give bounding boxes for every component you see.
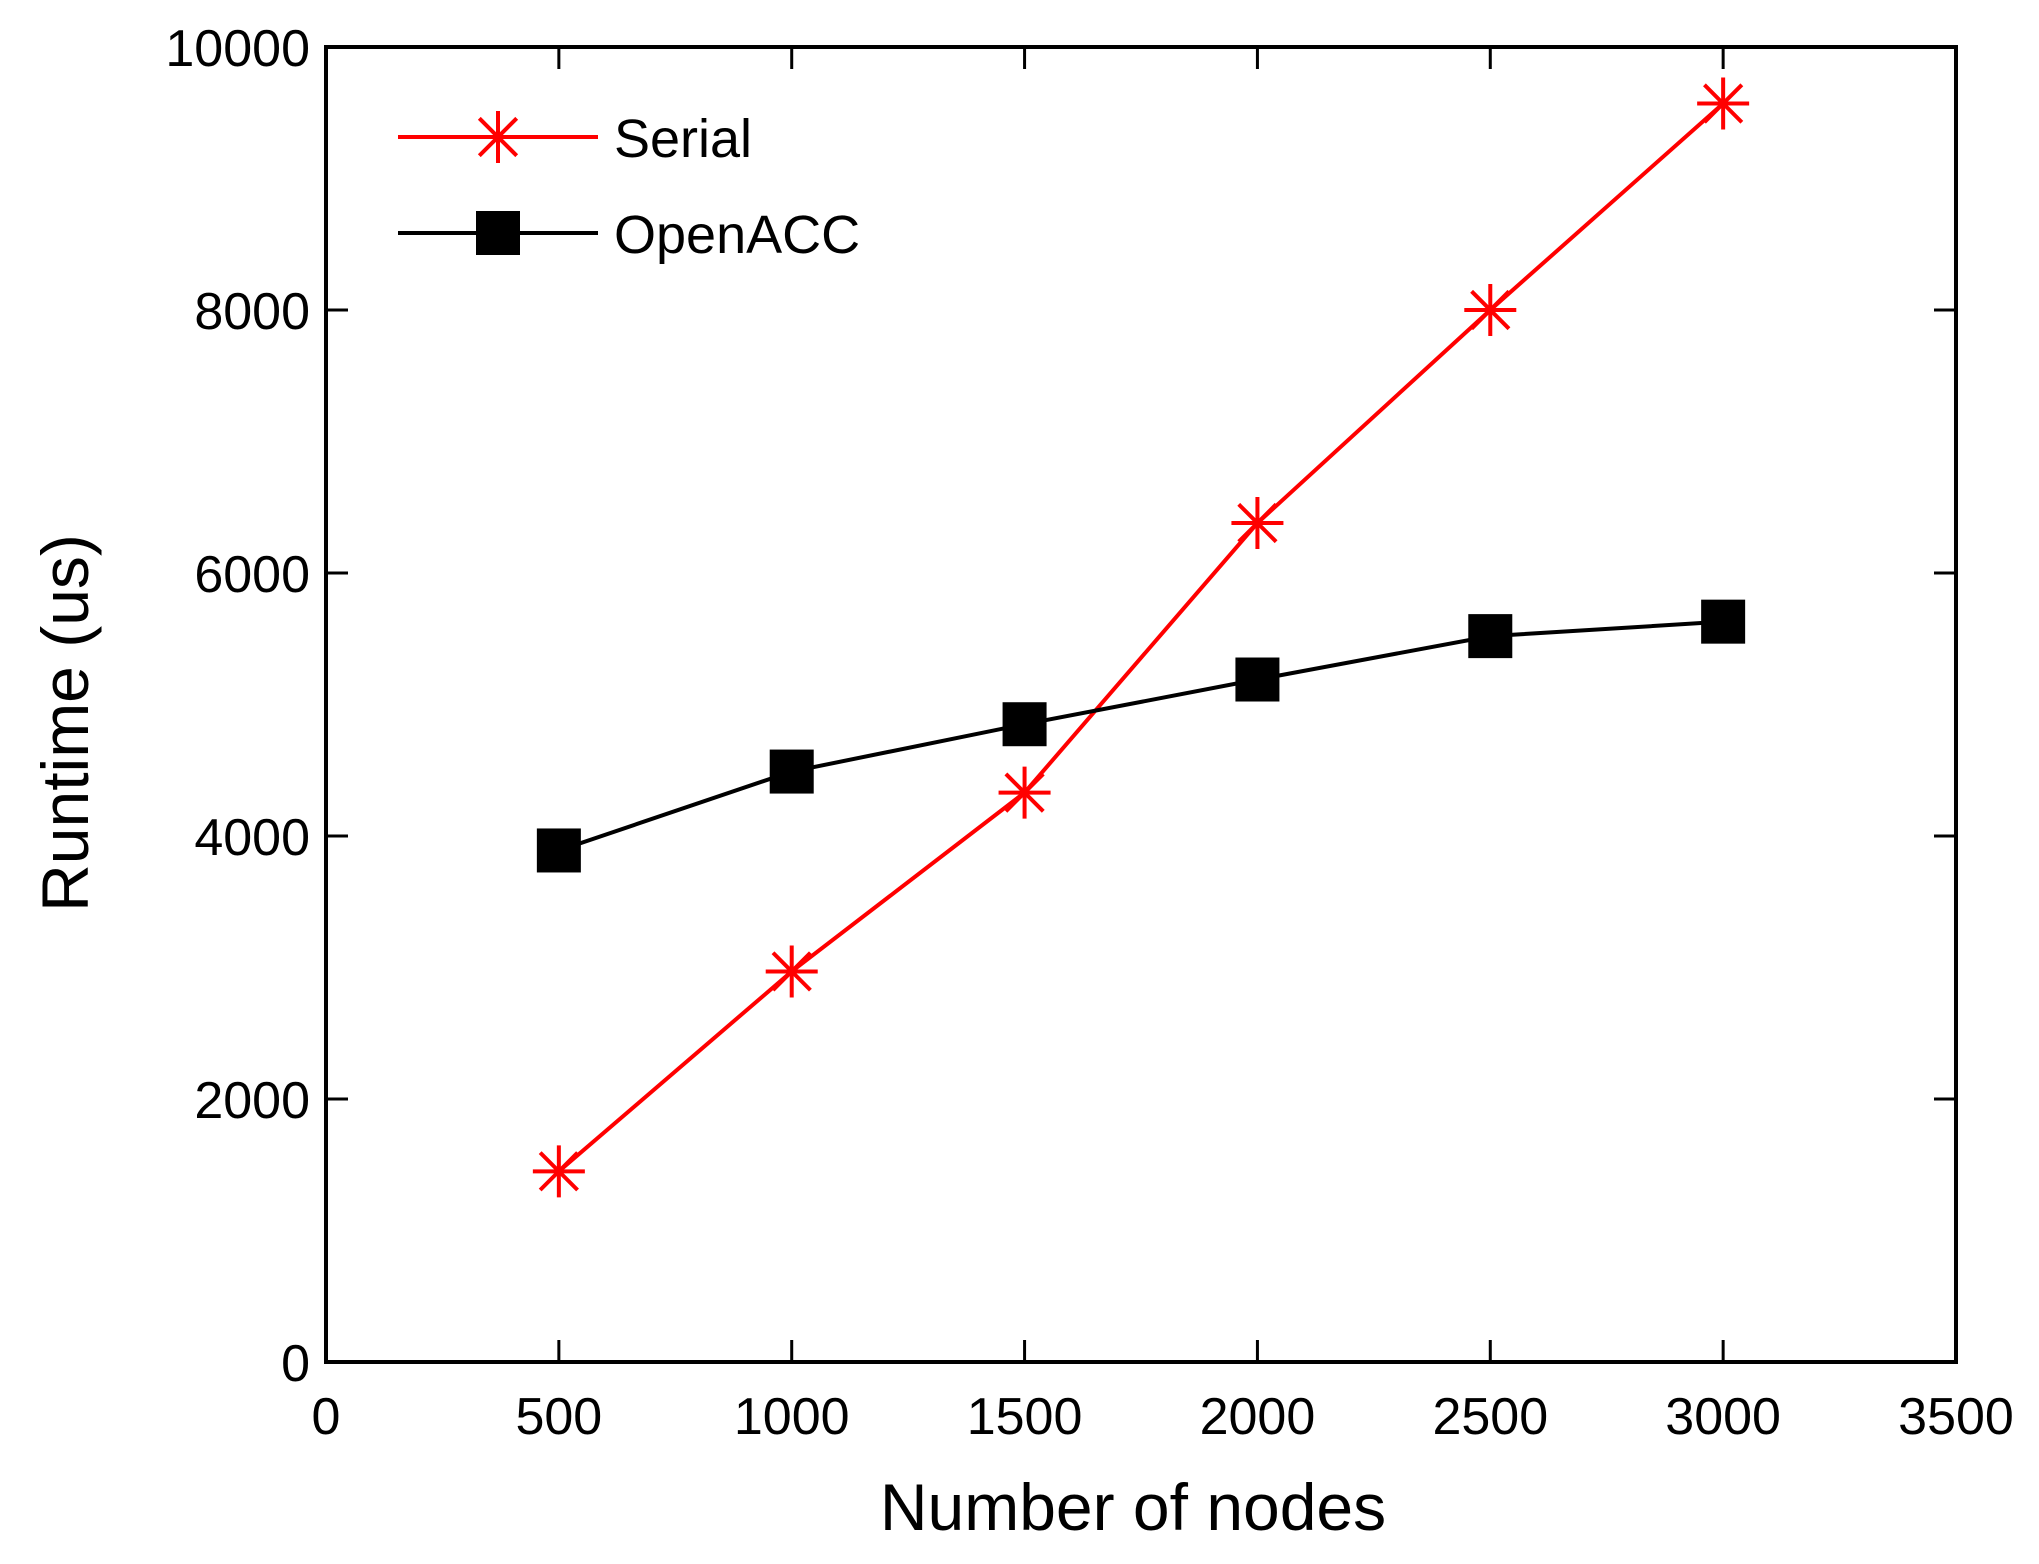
series-serial <box>532 77 1750 1198</box>
data-point-serial-1000 <box>765 945 818 998</box>
x-tick-label-2500: 2500 <box>1432 1388 1548 1446</box>
legend-label-serial: Serial <box>614 109 752 169</box>
data-point-openacc-2500 <box>1468 614 1513 659</box>
y-tick-label-6000: 6000 <box>194 546 310 604</box>
series-line-openacc <box>558 619 1724 853</box>
data-point-openacc-500 <box>536 828 581 873</box>
data-point-openacc-2000 <box>1235 657 1280 702</box>
y-axis-title: Runtime (us) <box>28 534 102 912</box>
series-line-serial <box>557 102 1725 1173</box>
x-axis-title: Number of nodes <box>880 1470 1386 1544</box>
y-tick-label-10000: 10000 <box>165 20 310 78</box>
x-tick-label-3500: 3500 <box>1898 1388 2014 1446</box>
data-point-serial-500 <box>532 1145 585 1198</box>
data-point-openacc-1000 <box>769 749 814 794</box>
data-point-serial-2500 <box>1464 284 1517 336</box>
y-tick-label-0: 0 <box>281 1335 310 1393</box>
data-point-serial-3000 <box>1697 77 1750 130</box>
x-tick-label-1000: 1000 <box>734 1388 850 1446</box>
legend-marker-serial <box>472 111 524 163</box>
data-point-openacc-1500 <box>1002 702 1047 747</box>
series-openacc <box>536 599 1746 873</box>
legend-marker-openacc <box>476 211 520 255</box>
x-tick-label-1500: 1500 <box>967 1388 1083 1446</box>
data-point-serial-2000 <box>1231 497 1284 550</box>
legend-label-openacc: OpenACC <box>614 205 860 265</box>
data-point-openacc-3000 <box>1701 599 1746 644</box>
x-tick-label-3000: 3000 <box>1665 1388 1781 1446</box>
y-tick-label-8000: 8000 <box>194 283 310 341</box>
ticks-layer: 0 500 1000 1500 2000 2500 3000 3500 0 2000 4000 600… <box>165 20 2013 1446</box>
legend: Serial OpenACC <box>398 109 860 265</box>
legend-marker-shape-openacc <box>476 211 520 255</box>
plot-area-frame <box>324 45 1958 1364</box>
y-tick-label-2000: 2000 <box>194 1072 310 1130</box>
series-layer <box>532 77 1750 1198</box>
x-tick-label-500: 500 <box>515 1388 602 1446</box>
y-tick-label-4000: 4000 <box>194 809 310 867</box>
x-tick-label-2000: 2000 <box>1200 1388 1316 1446</box>
legend-marker-shape-serial <box>472 111 524 163</box>
data-point-serial-1500 <box>998 766 1051 819</box>
x-tick-label-0: 0 <box>312 1388 341 1446</box>
